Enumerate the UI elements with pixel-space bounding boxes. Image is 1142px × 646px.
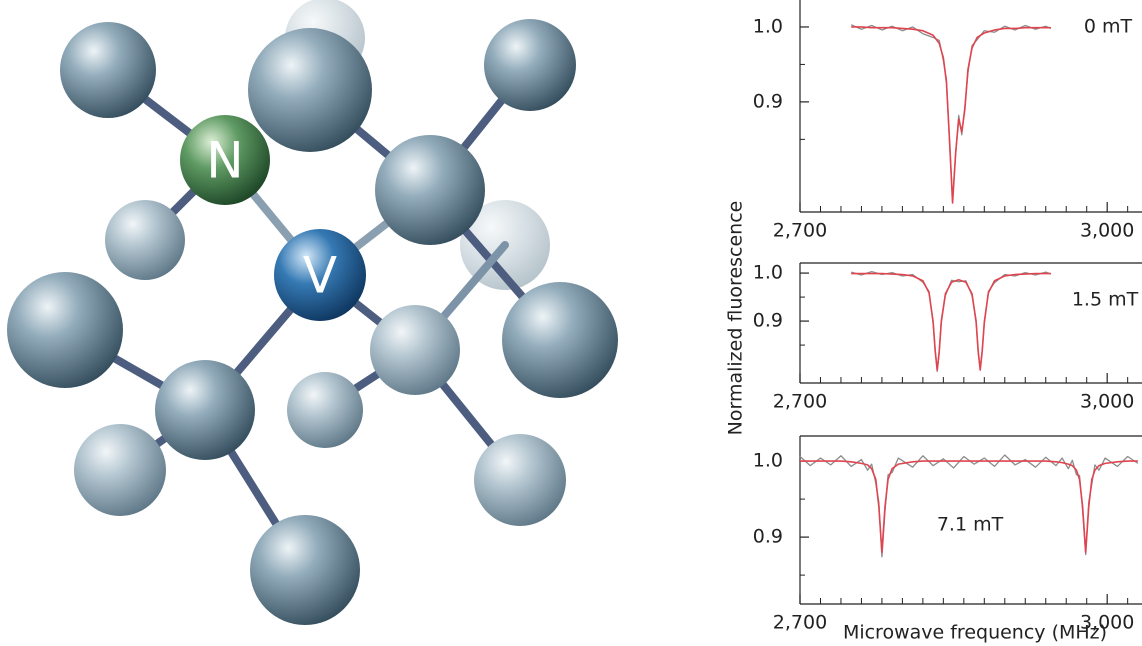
page: NV centre spectra html, body { margin: 0… <box>0 0 1142 646</box>
field-annotation: 1.5 mT <box>1072 289 1139 311</box>
atom <box>370 305 460 395</box>
field-annotation: 0 mT <box>1084 16 1133 38</box>
y-tick-label: 1.0 <box>753 450 783 472</box>
y-tick-label: 0.9 <box>753 526 783 548</box>
atom <box>74 424 166 516</box>
atom-label: V <box>303 247 337 305</box>
x-axis-title: Microwave frequency (MHz) <box>843 622 1107 644</box>
x-tick-label: 2,700 <box>773 612 827 634</box>
spectra: 1.0 0.9 2,700 3,000 0 mT 1.0 0.9 2,700 3,000 1.5 … <box>725 0 1142 644</box>
atom <box>484 19 576 111</box>
atom <box>60 22 156 118</box>
spectrum-line <box>851 274 1051 370</box>
y-axis-title: Normalized fluorescence <box>725 201 747 436</box>
y-tick-label: 0.9 <box>753 90 783 112</box>
atom <box>375 135 485 245</box>
figure: N V 1.0 0.9 2,700 3,000 0 mT 1.0 0.9 2,700 3,000… <box>0 0 1142 646</box>
lattice-illustration: N V <box>7 0 618 625</box>
x-tick-label: 3,000 <box>1080 391 1134 413</box>
spectrum-line <box>851 27 1051 203</box>
atom <box>155 360 255 460</box>
field-annotation: 7.1 mT <box>937 514 1004 536</box>
atom <box>502 282 618 398</box>
atom <box>287 372 363 448</box>
atom <box>7 272 123 388</box>
spectrum-line <box>800 461 1138 552</box>
atom <box>105 200 185 280</box>
atom <box>248 28 372 152</box>
y-tick-label: 0.9 <box>753 310 783 332</box>
x-tick-label: 2,700 <box>773 391 827 413</box>
y-tick-label: 1.0 <box>753 262 783 284</box>
atom <box>250 515 360 625</box>
atom <box>474 434 566 526</box>
page-body: {"illustration": {"labels": ["N", "V"]},… <box>0 0 1142 646</box>
spectrum-line <box>851 272 1051 372</box>
x-tick-label: 2,700 <box>773 220 827 242</box>
y-tick-label: 1.0 <box>753 15 783 37</box>
atom-label: N <box>206 132 243 190</box>
spectrum-line <box>800 455 1138 557</box>
x-tick-label: 3,000 <box>1080 220 1134 242</box>
